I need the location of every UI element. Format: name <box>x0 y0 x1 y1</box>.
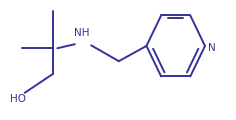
Text: HO: HO <box>9 94 25 104</box>
Text: NH: NH <box>74 28 90 38</box>
Text: N: N <box>208 43 216 53</box>
